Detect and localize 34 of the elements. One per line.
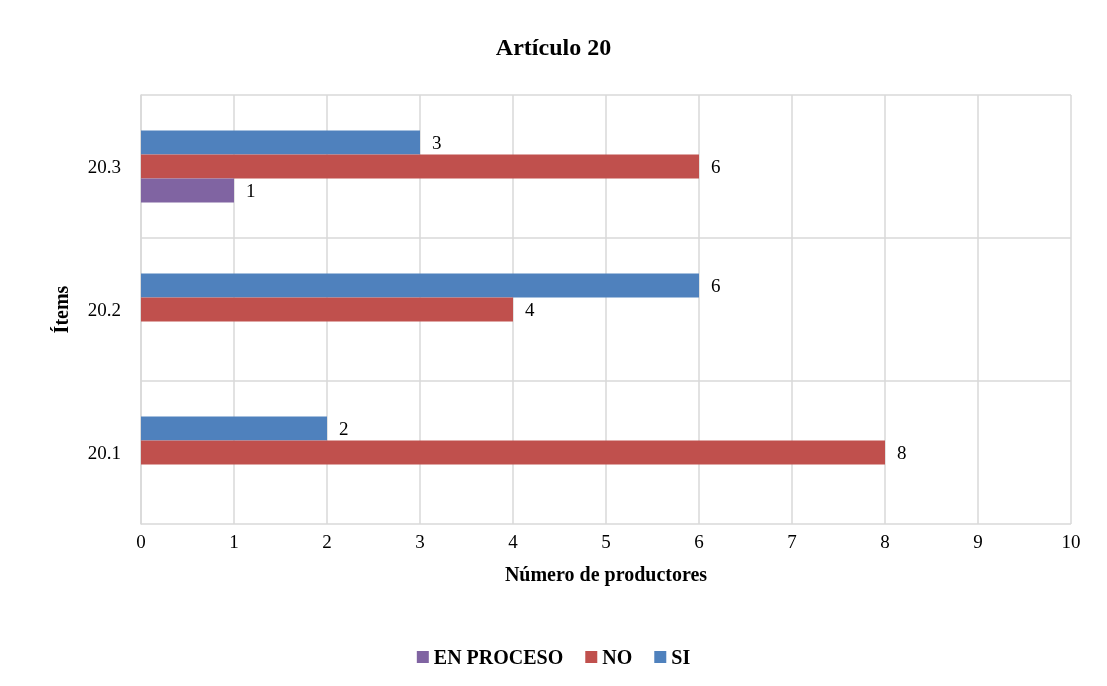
bar <box>141 154 699 179</box>
data-label: 1 <box>246 180 256 201</box>
data-label: 4 <box>525 299 535 320</box>
bar <box>141 178 234 203</box>
bar <box>141 130 420 155</box>
x-tick-label: 8 <box>880 531 890 552</box>
x-tick-label: 3 <box>415 531 425 552</box>
y-tick-label: 20.2 <box>87 299 121 320</box>
x-tick-label: 4 <box>508 531 519 552</box>
bar <box>141 440 885 465</box>
x-axis-title: Número de productores <box>504 563 708 586</box>
y-axis-title: Ítems <box>50 285 72 334</box>
bar <box>141 416 327 441</box>
legend-label: EN PROCESO <box>433 646 564 668</box>
x-tick-label: 0 <box>136 531 146 552</box>
x-tick-label: 2 <box>322 531 332 552</box>
data-label: 6 <box>711 156 721 177</box>
x-tick-label: 6 <box>694 531 704 552</box>
x-tick-label: 1 <box>229 531 239 552</box>
x-tick-label: 9 <box>973 531 983 552</box>
y-tick-label: 20.1 <box>87 442 121 463</box>
data-label: 2 <box>339 418 349 439</box>
data-label: 6 <box>711 275 721 296</box>
y-tick-label: 20.3 <box>87 156 121 177</box>
legend-label: NO <box>602 646 633 668</box>
x-tick-label: 5 <box>601 531 611 552</box>
chart-title: Artículo 20 <box>495 34 612 60</box>
legend-label: SI <box>671 646 691 668</box>
x-tick-label: 7 <box>787 531 797 552</box>
data-label: 3 <box>432 132 442 153</box>
data-label: 8 <box>897 442 907 463</box>
bar <box>141 273 699 298</box>
bar <box>141 297 513 322</box>
x-tick-label: 10 <box>1061 531 1081 552</box>
